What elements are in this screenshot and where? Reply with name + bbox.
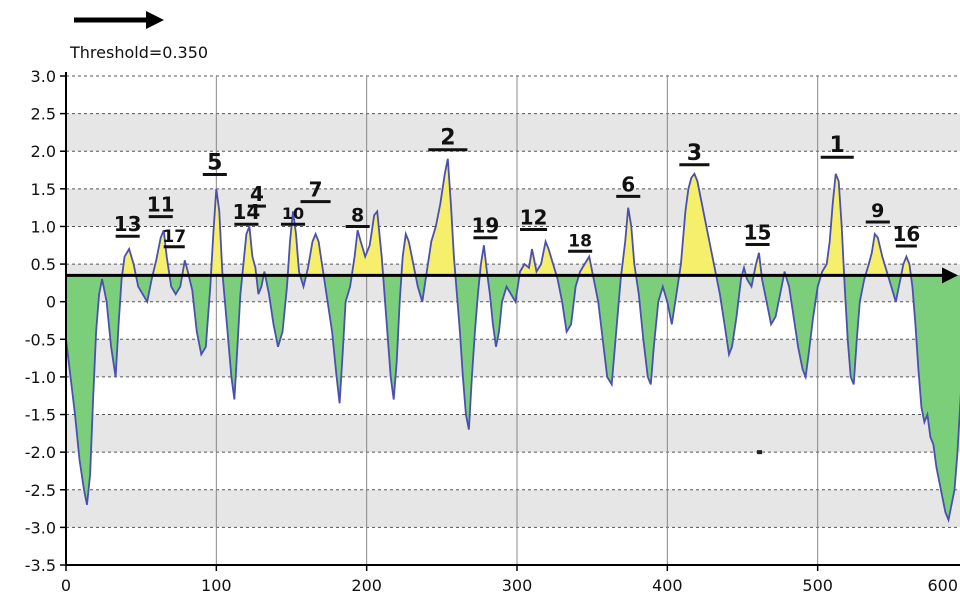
y-tick-label: -2.5 xyxy=(25,481,56,500)
x-tick-label: 600 xyxy=(927,576,958,595)
area-segment xyxy=(647,275,652,385)
peak-label: 2 xyxy=(440,126,455,151)
y-tick-label: -3.0 xyxy=(25,518,56,537)
background-bands xyxy=(66,113,960,528)
x-tick-label: 400 xyxy=(652,576,683,595)
grid-band xyxy=(66,188,960,227)
peak-label: 6 xyxy=(621,172,635,196)
peak-label: 5 xyxy=(207,151,222,176)
area-segment xyxy=(694,173,698,276)
x-tick-label: 0 xyxy=(61,576,71,595)
peak-label: 8 xyxy=(351,204,364,226)
area-segment xyxy=(835,173,840,276)
area-segment xyxy=(948,275,952,520)
area-segment xyxy=(945,275,949,520)
threshold-arrow-icon xyxy=(942,267,958,284)
grid-band xyxy=(66,489,960,528)
area-segment xyxy=(850,275,855,385)
area-segment xyxy=(936,275,940,483)
grid-band xyxy=(66,414,960,453)
grid-band xyxy=(66,339,960,377)
area-segment xyxy=(201,275,207,356)
area-segment xyxy=(79,275,85,490)
direction-arrow-icon xyxy=(146,11,164,29)
area-segment xyxy=(951,275,955,505)
peak-label: 9 xyxy=(871,200,884,222)
peak-label: 14 xyxy=(232,200,260,224)
peak-label: 13 xyxy=(114,212,142,236)
y-tick-label: 0.5 xyxy=(31,255,56,274)
area-segment xyxy=(373,210,378,276)
y-tick-label: -2.0 xyxy=(25,443,56,462)
x-tick-label: 100 xyxy=(201,576,232,595)
area-segment xyxy=(942,275,946,513)
axes: 3.0 2.5 2.0 1.5 1.0 0.5 0 -0.5 -1.0 -1.5 -2.0 -2.5 -… xyxy=(25,67,960,595)
area-segment xyxy=(939,275,943,498)
y-tick-label: 2.5 xyxy=(31,105,56,124)
area-segment xyxy=(728,275,733,355)
y-tick-label: 2.0 xyxy=(31,142,56,161)
y-tick-label: 3.0 xyxy=(31,67,56,86)
x-tick-label: 200 xyxy=(351,576,382,595)
stray-marker xyxy=(757,450,763,455)
peak-label: 15 xyxy=(744,221,772,245)
peak-label: 18 xyxy=(568,231,592,251)
y-tick-label: -3.5 xyxy=(25,556,56,575)
peak-label: 19 xyxy=(472,214,500,238)
area-segment xyxy=(465,275,470,430)
peak-label: 3 xyxy=(687,141,702,166)
peak-label: 10 xyxy=(282,204,304,223)
area-segment xyxy=(930,275,934,445)
peak-label: 12 xyxy=(520,205,548,229)
y-tick-label: -1.5 xyxy=(25,406,56,425)
series-line xyxy=(65,158,960,524)
y-tick-label: 1.0 xyxy=(31,217,56,236)
area-segment xyxy=(874,233,879,276)
grid xyxy=(66,75,960,565)
y-tick-label: -1.0 xyxy=(25,368,56,387)
area-segment xyxy=(802,275,806,378)
area-segment xyxy=(606,275,613,386)
area-segment xyxy=(933,275,937,468)
grid-band xyxy=(66,113,960,152)
y-tick-label: 1.5 xyxy=(31,180,56,199)
peak-label: 4 xyxy=(250,182,264,206)
peak-label: 1 xyxy=(830,133,845,158)
y-tick-label: -0.5 xyxy=(25,330,56,349)
area-segment xyxy=(921,275,925,423)
peak-label: 11 xyxy=(147,193,175,217)
area-segment xyxy=(924,275,928,423)
x-tick-label: 500 xyxy=(802,576,833,595)
peak-label: 17 xyxy=(162,227,186,247)
threshold-label: Threshold=0.350 xyxy=(69,43,208,62)
threshold-indicator: Threshold=0.350 xyxy=(69,11,208,62)
x-tick-label: 300 xyxy=(502,576,533,595)
area-segment xyxy=(691,172,695,276)
peak-label: 16 xyxy=(892,222,920,246)
area-segment xyxy=(83,275,88,505)
y-tick-label: 0 xyxy=(46,293,56,312)
peak-label: 7 xyxy=(309,178,323,202)
